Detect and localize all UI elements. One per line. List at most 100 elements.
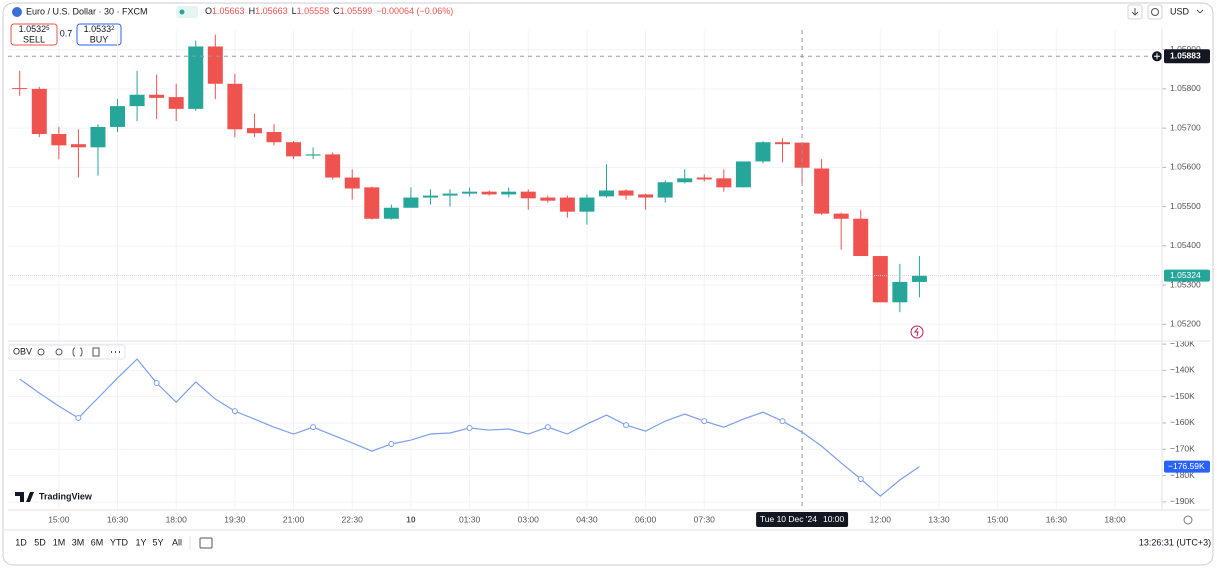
x-tick-label: 10 bbox=[406, 514, 416, 524]
ohlc-value: 1.05558 bbox=[297, 6, 330, 16]
buy-button[interactable] bbox=[76, 23, 122, 46]
range-button[interactable]: All bbox=[172, 537, 182, 547]
clock: 13:26:31 (UTC+3) bbox=[1139, 537, 1211, 547]
ohlc-value: 1.05663 bbox=[212, 6, 245, 16]
buy-main: 1.0533 bbox=[84, 24, 112, 34]
crosshair-price: 1.05883 bbox=[1170, 51, 1201, 61]
y-tick-label: 1.05900 bbox=[1170, 44, 1201, 54]
range-button[interactable]: 6M bbox=[91, 537, 104, 547]
y-tick-label: 1.05400 bbox=[1170, 240, 1201, 250]
source-icon[interactable] bbox=[72, 347, 83, 357]
delete-icon[interactable] bbox=[92, 347, 100, 357]
candle-body bbox=[403, 197, 419, 208]
refresh-icon bbox=[1151, 8, 1159, 16]
candle-body bbox=[657, 182, 673, 198]
range-button[interactable]: 1Y bbox=[135, 537, 146, 547]
candle-body bbox=[51, 133, 67, 146]
y-tick-label: −130K bbox=[1170, 338, 1195, 348]
x-tick-label: 04:30 bbox=[576, 514, 598, 524]
sell-label: SELL bbox=[23, 34, 45, 44]
candle-body bbox=[266, 132, 282, 143]
refresh-button[interactable] bbox=[1147, 4, 1163, 20]
x-tick-label: 12:00 bbox=[870, 514, 892, 524]
crosshair-time: Tue 10 Dec '24 10:00 bbox=[760, 514, 845, 524]
range-button[interactable]: 5D bbox=[34, 537, 46, 547]
crosshair-price-tag bbox=[1164, 49, 1210, 64]
range-button[interactable]: 1D bbox=[15, 537, 27, 547]
download-icon bbox=[1131, 8, 1139, 16]
candle-body bbox=[149, 94, 165, 98]
symbol: Euro / U.S. Dollar · 30 · FXCM bbox=[26, 6, 148, 16]
candle-body bbox=[12, 88, 28, 90]
sell-price: 1.05325 bbox=[19, 24, 51, 34]
y-tick-label: −170K bbox=[1170, 444, 1195, 454]
x-tick-label: 21:00 bbox=[283, 514, 305, 524]
last-price-tag bbox=[1164, 269, 1210, 282]
y-tick-label: 1.05200 bbox=[1170, 319, 1201, 329]
candle-body bbox=[188, 46, 204, 109]
x-tick-label: 03:00 bbox=[518, 514, 540, 524]
crosshair-add-plus bbox=[1154, 53, 1160, 60]
candle-body bbox=[364, 187, 380, 219]
candle-body bbox=[872, 256, 888, 303]
range-button[interactable]: 1M bbox=[53, 537, 66, 547]
currency-caret bbox=[1199, 9, 1204, 14]
candle-body bbox=[383, 207, 399, 219]
range-button[interactable]: 3M bbox=[72, 537, 85, 547]
candle-body bbox=[110, 106, 126, 127]
currency[interactable]: USD bbox=[1170, 6, 1190, 16]
x-tick-label: 18:00 bbox=[1104, 514, 1126, 524]
candle-body bbox=[344, 177, 360, 189]
status-badge bbox=[176, 6, 198, 18]
candle-body bbox=[775, 142, 791, 145]
obv-marker bbox=[623, 422, 630, 429]
candle-body bbox=[892, 281, 908, 303]
candle-body bbox=[853, 218, 869, 257]
obv-marker bbox=[153, 380, 160, 387]
y-tick-label: −180K bbox=[1170, 470, 1195, 480]
candle-body bbox=[696, 177, 712, 180]
candle-body bbox=[70, 144, 86, 148]
eye-icon[interactable] bbox=[37, 348, 45, 356]
y-tick-label: −160K bbox=[1170, 417, 1195, 427]
y-tick-label: 1.05300 bbox=[1170, 279, 1201, 289]
candle-body bbox=[735, 161, 751, 188]
last-value-label: −176.59K bbox=[1168, 461, 1205, 471]
y-tick-label: −140K bbox=[1170, 365, 1195, 375]
x-tick-label: 13:30 bbox=[928, 514, 950, 524]
candle-body bbox=[305, 154, 321, 156]
brand-logo bbox=[15, 492, 34, 502]
obv-marker bbox=[701, 418, 708, 425]
range-toolbar: 1D 5D 1M 3M 6M YTD 1Y 5Y All bbox=[15, 537, 182, 547]
buy-pip: 2 bbox=[111, 26, 115, 32]
sell-button[interactable] bbox=[10, 23, 58, 46]
ohlc-key: L bbox=[292, 6, 297, 16]
sell-main: 1.0532 bbox=[19, 24, 47, 34]
candle-body bbox=[442, 193, 458, 196]
crosshair-time-tag bbox=[756, 512, 849, 527]
event-bolt bbox=[914, 327, 919, 337]
candle-body bbox=[638, 194, 654, 198]
candle-body bbox=[31, 88, 47, 134]
x-tick-label: 07:30 bbox=[694, 514, 716, 524]
x-tick-label: 16:30 bbox=[107, 514, 129, 524]
chart-layer: 15:00 16:30 18:00 19:30 21:00 22:30 10 01:30 03:… bbox=[8, 30, 1210, 527]
range-button[interactable]: YTD bbox=[110, 537, 129, 547]
obv-marker bbox=[75, 414, 82, 421]
obv-marker bbox=[466, 424, 473, 431]
candle-body bbox=[207, 46, 223, 84]
crosshair-clock: 10:00 bbox=[823, 514, 845, 524]
range-button[interactable]: 5Y bbox=[152, 537, 163, 547]
settings-icon[interactable] bbox=[55, 348, 63, 356]
axis-settings[interactable] bbox=[1183, 515, 1193, 525]
candle-body bbox=[911, 275, 927, 282]
candle-body bbox=[422, 195, 438, 198]
ohlc-key: C bbox=[333, 6, 340, 16]
candle-body bbox=[598, 190, 614, 197]
candle-body bbox=[833, 213, 849, 219]
date-range-icon[interactable] bbox=[199, 537, 213, 549]
y-tick-label: 1.05800 bbox=[1170, 83, 1201, 93]
ohlc-value: 1.05599 bbox=[340, 6, 373, 16]
